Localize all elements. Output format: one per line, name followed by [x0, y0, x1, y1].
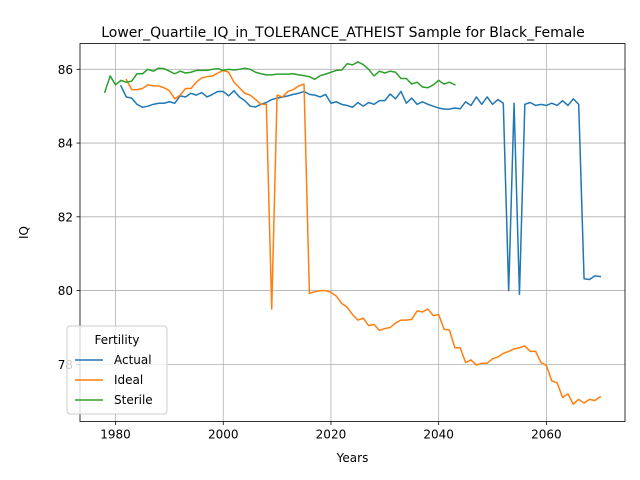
x-tick-label: 2000	[208, 428, 239, 442]
x-tick-label: 1980	[100, 428, 131, 442]
y-axis-label: IQ	[17, 226, 31, 239]
x-tick-label: 2040	[423, 428, 454, 442]
y-tick-label: 84	[58, 137, 73, 151]
x-tick-label: 2020	[316, 428, 347, 442]
series-lines	[103, 61, 602, 405]
legend-box	[66, 325, 168, 415]
y-tick-label: 82	[58, 210, 73, 224]
series-line-actual	[119, 84, 602, 296]
legend-title: Fertility	[94, 333, 139, 347]
series-line-ideal	[125, 69, 602, 405]
plot-frame	[79, 43, 626, 422]
chart-title: Lower_Quartile_IQ_in_TOLERANCE_ATHEIST S…	[101, 25, 585, 41]
grid-lines	[80, 43, 625, 422]
legend-label-ideal: Ideal	[114, 373, 143, 387]
series-line-sterile	[103, 61, 456, 94]
y-tick-label: 86	[58, 63, 73, 77]
x-tick-label: 2060	[531, 428, 562, 442]
legend-label-sterile: Sterile	[114, 393, 153, 407]
x-axis-label: Years	[336, 451, 369, 465]
y-tick-label: 80	[58, 284, 73, 298]
legend-label-actual: Actual	[114, 353, 152, 367]
legend: Fertility Actual Ideal Sterile	[66, 325, 168, 415]
